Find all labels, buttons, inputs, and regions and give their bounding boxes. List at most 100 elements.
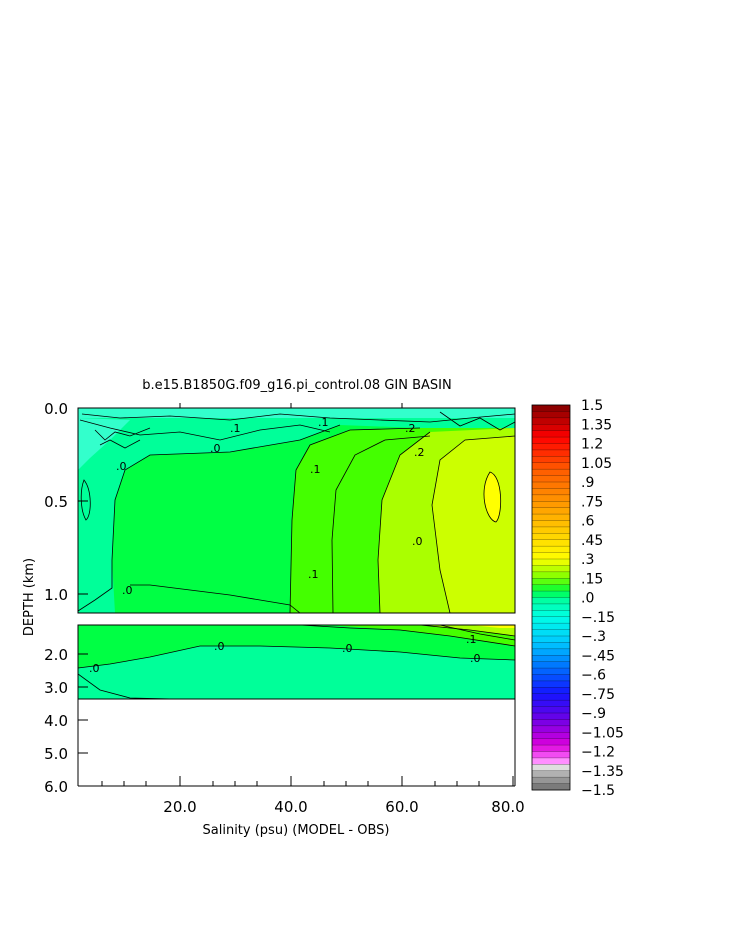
colorbar-swatch <box>532 469 570 476</box>
contour-line <box>78 424 341 612</box>
colorbar-swatch <box>532 764 570 772</box>
colorbar-label: −.6 <box>581 668 606 684</box>
contour-line <box>439 625 515 641</box>
contour-label: .0 <box>412 535 423 548</box>
colorbar-label: −.9 <box>581 706 606 722</box>
colorbar-swatch <box>532 526 570 534</box>
colorbar-swatch <box>532 616 570 624</box>
y-axis-label: DEPTH (km) <box>22 558 37 636</box>
contour-label: .1 <box>466 633 477 646</box>
region-positive-03 <box>483 472 501 522</box>
colorbar-swatch <box>532 655 570 662</box>
colorbar-swatch <box>532 507 570 515</box>
colorbar-swatch <box>532 783 570 791</box>
contour-label: .0 <box>122 584 133 597</box>
y-tick-labels: 0.0 0.5 1.0 2.0 3.0 4.0 5.0 6.0 <box>44 400 68 796</box>
colorbar-swatch <box>532 533 570 541</box>
x-ticks <box>101 403 514 786</box>
colorbar-swatch <box>532 603 570 611</box>
colorbar-swatch <box>532 559 570 566</box>
colorbar-swatch <box>532 475 570 483</box>
colorbar-label: −.15 <box>581 610 615 626</box>
lower-panel <box>78 625 515 699</box>
colorbar-label: 1.35 <box>581 417 612 433</box>
colorbar-swatch <box>532 539 570 547</box>
colorbar-label: 1.2 <box>581 437 603 453</box>
colorbar-swatch <box>532 668 570 675</box>
y-ticks <box>78 407 88 787</box>
colorbar-label: −1.2 <box>581 745 615 761</box>
colorbar-swatch <box>532 680 570 688</box>
colorbar-swatch <box>532 456 570 464</box>
colorbar-swatch <box>532 520 570 528</box>
colorbar-swatch <box>532 591 570 598</box>
colorbar-swatch <box>532 514 570 521</box>
contour-line <box>130 584 301 613</box>
colorbar-swatch <box>532 706 570 714</box>
region-slight-positive-lower <box>78 625 515 668</box>
contour-label: .0 <box>210 442 221 455</box>
contour-line <box>78 645 515 669</box>
colorbar-swatch <box>532 648 570 656</box>
colorbar-label: .45 <box>581 533 603 549</box>
contour-label: .1 <box>310 463 321 476</box>
colorbar-swatch <box>532 462 570 470</box>
x-tick-label: 40.0 <box>274 798 307 816</box>
colorbar-swatch <box>532 770 570 778</box>
contour-line <box>81 413 515 423</box>
colorbar <box>532 404 570 791</box>
colorbar-swatch <box>532 501 570 508</box>
y-tick-label: 5.0 <box>44 745 68 763</box>
contour-line <box>289 427 421 613</box>
contour-label: .0 <box>342 642 353 655</box>
colorbar-swatch <box>532 629 570 637</box>
contour-line <box>80 479 91 521</box>
region-positive-025 <box>432 436 515 613</box>
colorbar-swatch <box>532 738 570 746</box>
y-tick-label: 6.0 <box>44 778 68 796</box>
colorbar-swatch <box>532 700 570 707</box>
colorbar-swatch <box>532 719 570 727</box>
colorbar-label: −.45 <box>581 648 615 664</box>
colorbar-swatch <box>532 449 570 457</box>
contour-line <box>299 625 515 647</box>
contour-label: .1 <box>230 422 241 435</box>
colorbar-swatch <box>532 693 570 701</box>
colorbar-swatch <box>532 642 570 650</box>
colorbar-label: .15 <box>581 571 603 587</box>
x-tick-labels: 20.0 40.0 60.0 80.0 <box>163 798 524 816</box>
colorbar-frame <box>531 404 571 791</box>
contour-line <box>331 435 431 613</box>
colorbar-swatch <box>532 443 570 451</box>
colorbar-swatch <box>532 437 570 444</box>
colorbar-swatch <box>532 777 570 784</box>
x-tick-label: 60.0 <box>385 798 418 816</box>
contour-line <box>439 411 515 431</box>
colorbar-swatch <box>532 597 570 605</box>
colorbar-label: .9 <box>581 475 594 491</box>
colorbar-label: .3 <box>581 552 594 568</box>
colorbar-swatch <box>532 687 570 695</box>
upper-panel-frame <box>77 407 516 614</box>
colorbar-swatch <box>532 424 570 431</box>
colorbar-swatch <box>532 623 570 630</box>
left-negative-wedge <box>78 418 130 470</box>
colorbar-swatch <box>532 751 570 759</box>
colorbar-swatch <box>532 732 570 739</box>
colorbar-swatch <box>532 494 570 502</box>
upper-panel <box>78 408 515 613</box>
x-tick-label: 20.0 <box>163 798 196 816</box>
contour-line <box>99 439 141 449</box>
contour-line <box>419 625 515 637</box>
colorbar-swatch <box>532 713 570 720</box>
contour-label: .2 <box>405 422 416 435</box>
contour-label: .0 <box>89 662 100 675</box>
region-positive-02-lower <box>420 625 515 636</box>
colorbar-swatch <box>532 610 570 618</box>
colorbar-label: .75 <box>581 494 603 510</box>
colorbar-swatch <box>532 578 570 585</box>
colorbar-swatch <box>532 636 570 643</box>
colorbar-swatch <box>532 745 570 752</box>
colorbar-swatch <box>532 405 570 412</box>
colorbar-label: 1.5 <box>581 398 603 414</box>
